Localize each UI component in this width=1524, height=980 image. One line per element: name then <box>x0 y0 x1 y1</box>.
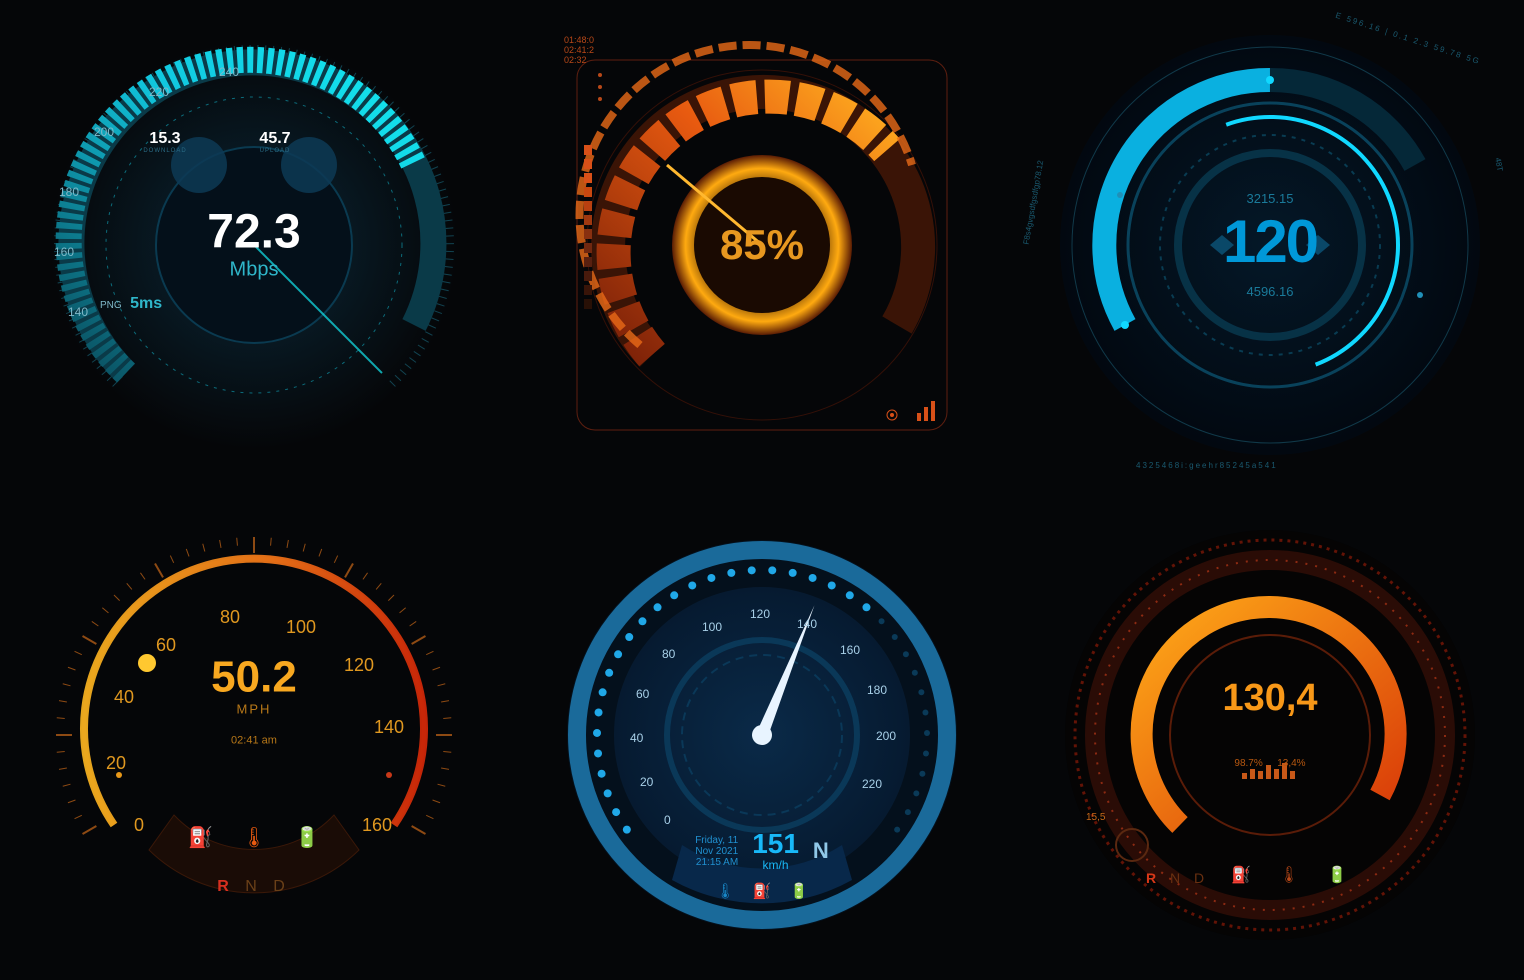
g4-time: 02:41 am <box>211 734 297 746</box>
g1-download-value: 15.3 <box>143 130 186 148</box>
g4-scale-60: 60 <box>156 635 176 656</box>
g5-s1: 20 <box>640 775 653 789</box>
temp-icon: 🌡 <box>716 882 735 900</box>
g5-s6: 120 <box>750 607 770 621</box>
g6-gear: R N D <box>1146 870 1209 886</box>
g5-s5: 100 <box>702 620 722 634</box>
g1-unit: Mbps <box>207 259 300 282</box>
g5-date1: Friday, 11 <box>695 835 738 846</box>
g1-ping-label: PNG <box>100 300 122 311</box>
g5-s7: 140 <box>797 617 817 631</box>
g5-s10: 200 <box>876 729 896 743</box>
gauge-percent: 85% 01:48:0 02:41:2 02:32 <box>508 0 1016 490</box>
g4-scale-120: 120 <box>344 655 374 676</box>
g2-legend-1: 02:41:2 <box>564 45 594 55</box>
fuel-icon: ⛽ <box>1231 865 1251 885</box>
g5-value: 151 <box>752 830 799 858</box>
g1-scale-240: 240 <box>219 65 239 79</box>
g3-top-value: 3215.15 <box>1223 191 1317 206</box>
g4-scale-80: 80 <box>220 607 240 628</box>
g5-s9: 180 <box>867 683 887 697</box>
fuel-icon: ⛽ <box>188 825 213 850</box>
g5-s8: 160 <box>840 643 860 657</box>
temp-icon: 🌡 <box>1279 865 1299 885</box>
g1-upload-value: 45.7 <box>259 130 290 148</box>
g4-scale-100: 100 <box>286 617 316 638</box>
g3-perim-left: F8s4gvgsdfgsdfgp78.12 <box>1022 160 1046 246</box>
g4-scale-140: 140 <box>374 717 404 738</box>
g6-badge: 15,5 <box>1086 812 1105 823</box>
g5-s2: 40 <box>630 731 643 745</box>
g5-gear: N <box>813 838 829 864</box>
g1-download-label: DOWNLOAD <box>143 148 186 154</box>
g3-bottom-value: 4596.16 <box>1223 284 1317 299</box>
gauge-mph: 0 20 40 60 80 100 120 140 160 50.2 MPH 0… <box>0 490 508 980</box>
g1-scale-200: 200 <box>94 125 114 139</box>
g4-gear: R N D <box>217 878 291 896</box>
g4-scale-20: 20 <box>106 753 126 774</box>
g4-value: 50.2 <box>211 655 297 699</box>
battery-icon: 🔋 <box>295 825 320 850</box>
g6-sub-left: 98.7% <box>1234 758 1262 769</box>
gauge-dark-orange: 130,4 98.7% 13,4% 15,5 R N D ⛽ 🌡 🔋 <box>1016 490 1524 980</box>
battery-icon: 🔋 <box>790 882 809 900</box>
battery-icon: 🔋 <box>1327 865 1347 885</box>
g2-legend-0: 01:48:0 <box>564 35 594 45</box>
g3-perim-right: 48T <box>1493 157 1504 172</box>
g5-s11: 220 <box>862 777 882 791</box>
g5-unit: km/h <box>752 858 799 872</box>
g5-s3: 60 <box>636 687 649 701</box>
g5-s4: 80 <box>662 647 675 661</box>
g6-sub-right: 13,4% <box>1277 758 1305 769</box>
g1-scale-220: 220 <box>149 85 169 99</box>
g6-value: 130,4 <box>1222 679 1317 717</box>
g2-legend-2: 02:32 <box>564 55 594 65</box>
gauge-kmh-needle: 0 20 40 60 80 100 120 140 160 180 200 22… <box>508 490 1016 980</box>
g1-ping-value: 5ms <box>130 295 162 312</box>
g5-date2: Nov 2021 <box>695 846 738 857</box>
g2-signal-icon <box>917 401 935 421</box>
g4-scale-0: 0 <box>134 815 144 836</box>
g1-scale-160: 160 <box>54 245 74 259</box>
g2-value: 85% <box>720 221 804 269</box>
fuel-icon: ⛽ <box>753 882 772 900</box>
g5-s0: 0 <box>664 813 671 827</box>
g1-scale-140: 140 <box>68 305 88 319</box>
g1-value: 72.3 <box>207 209 300 257</box>
gauge-hud: 3215.15 120 4596.16 E 596.16 | 0.1 2.3 5… <box>1016 0 1524 490</box>
g5-date3: 21:15 AM <box>695 857 738 868</box>
g3-value: 120 <box>1223 212 1317 272</box>
g1-upload-label: UPLOAD <box>259 148 290 154</box>
gauge-speedtest: 140 160 180 200 220 240 72.3 Mbps 15.3 D… <box>0 0 508 490</box>
temp-icon: 🌡 <box>241 825 266 850</box>
g1-scale-180: 180 <box>59 185 79 199</box>
g4-scale-160: 160 <box>362 815 392 836</box>
g3-perim-bottom: 4325468i:geehr85245a541 <box>1136 461 1278 470</box>
g4-scale-40: 40 <box>114 687 134 708</box>
g4-unit: MPH <box>211 701 297 716</box>
